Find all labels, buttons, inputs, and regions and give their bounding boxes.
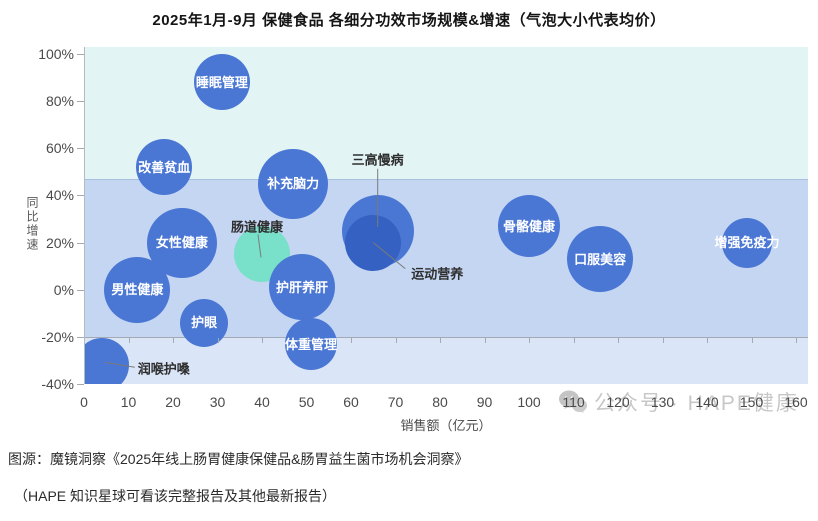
- bubble-label-bone-health: 骨骼健康: [502, 218, 555, 234]
- background-band-high-growth: [84, 47, 808, 179]
- x-axis-tick: [128, 338, 130, 343]
- x-tick-label: 20: [165, 394, 181, 410]
- x-axis-tick: [751, 338, 753, 343]
- bubble-throat-care: [84, 338, 129, 384]
- x-axis-tick: [306, 338, 308, 343]
- x-tick-label: 0: [80, 394, 88, 410]
- source-note: （HAPE 知识星球可看该完整报告及其他最新报告）: [14, 488, 337, 504]
- x-axis-title: 销售额（亿元）: [400, 418, 492, 433]
- x-axis-tick: [173, 338, 174, 343]
- y-tick-label: 20%: [45, 234, 74, 251]
- y-axis-tick: [77, 54, 84, 55]
- y-tick-label: -40%: [41, 376, 74, 393]
- y-tick-label: -20%: [41, 328, 74, 345]
- x-axis-tick: [662, 338, 664, 343]
- y-axis-tick: [77, 289, 84, 291]
- y-axis-tick: [77, 336, 84, 338]
- watermark: 公众号 · HAPE健康: [558, 386, 799, 418]
- x-tick-label: 60: [343, 394, 359, 410]
- x-tick-label: 120: [606, 394, 630, 410]
- y-tick-label: 80%: [45, 93, 74, 110]
- bubble-oral-beauty: 口服美容: [567, 226, 634, 293]
- y-tick-label: 100%: [38, 46, 74, 62]
- bubble-label-immunity-boost: 增强免疫力: [714, 235, 780, 251]
- reference-line-47pct: [84, 179, 808, 180]
- bubble-label-brain-boost: 补充脑力: [267, 176, 320, 192]
- bubble-eye-care: 护眼: [180, 298, 229, 347]
- x-tick-label: 150: [739, 394, 764, 410]
- x-axis-tick: [707, 338, 708, 343]
- bubble-label-sports-nutrition: 运动营养: [411, 266, 464, 282]
- bubble-label-weight-management: 体重管理: [284, 336, 337, 352]
- bubble-label-liver-care: 护肝养肝: [276, 279, 329, 295]
- x-axis-tick: [796, 338, 797, 343]
- x-tick-label: 100: [517, 394, 541, 410]
- source-citation: 图源：魔镜洞察《2025年线上肠胃健康保健品&肠胃益生菌市场机会洞察》: [8, 451, 469, 467]
- bubble-mens-health: 男性健康: [104, 256, 171, 323]
- y-axis-tick: [77, 384, 84, 386]
- x-axis-tick: [262, 338, 263, 343]
- x-tick-label: 10: [120, 394, 137, 410]
- y-axis-title: 同比增速: [25, 196, 39, 252]
- y-axis-tick: [77, 101, 84, 103]
- bubble-label-eye-care: 护眼: [191, 315, 218, 331]
- watermark-text: 公众号 · HAPE健康: [594, 392, 799, 415]
- x-axis-tick: [217, 338, 219, 343]
- x-axis-tick: [529, 338, 530, 343]
- x-axis-tick: [351, 338, 352, 343]
- bubble-bone-health: 骨骼健康: [498, 195, 560, 258]
- bubble-label-anemia-improvement: 改善贫血: [138, 159, 191, 175]
- y-axis-line: [84, 47, 85, 384]
- x-axis-line: [84, 337, 808, 338]
- x-axis-tick: [618, 338, 619, 343]
- y-tick-label: 40%: [45, 187, 74, 204]
- bubble-anemia-improvement: 改善贫血: [136, 139, 193, 196]
- x-tick-label: 110: [562, 394, 585, 410]
- bubble-immunity-boost: 增强免疫力: [715, 217, 780, 268]
- bubble-weight-management: 体重管理: [284, 318, 337, 371]
- bubble-label-sleep-management: 睡眠管理: [195, 74, 248, 90]
- bubble-sports-nutrition: [345, 214, 402, 271]
- x-tick-label: 130: [650, 394, 675, 410]
- x-axis-tick: [395, 338, 397, 343]
- x-tick-label: 50: [298, 394, 315, 410]
- plot-area: 睡眠管理改善贫血补充脑力女性健康男性健康 护肝养肝护眼体重管理 骨骼健康口服美容 增强…: [84, 47, 808, 384]
- bubble-brain-boost: 补充脑力: [258, 148, 329, 219]
- bubble-label-throat-care: 润喉护嗓: [137, 361, 190, 377]
- bubble-sleep-management: 睡眠管理: [193, 54, 250, 111]
- x-tick-label: 90: [476, 394, 493, 410]
- y-tick-label: 60%: [45, 140, 74, 157]
- x-tick-label: 40: [254, 394, 270, 410]
- x-tick-label: 160: [784, 394, 808, 410]
- bubble-label-oral-beauty: 口服美容: [574, 251, 627, 267]
- x-axis-tick: [440, 338, 441, 343]
- y-axis-tick: [77, 148, 84, 150]
- bubble-label-womens-health: 女性健康: [155, 235, 208, 251]
- x-tick-label: 140: [695, 394, 719, 410]
- bubble-label-gut-health: 肠道健康: [230, 219, 284, 235]
- y-axis-tick: [77, 195, 84, 197]
- x-tick-label: 70: [387, 394, 404, 410]
- x-axis-tick: [573, 338, 575, 343]
- y-axis-tick: [77, 242, 84, 244]
- x-axis-tick: [484, 338, 486, 343]
- x-tick-label: 30: [209, 394, 226, 410]
- bubble-label-chronic-disease: 三高慢病: [351, 152, 404, 168]
- bubble-liver-care: 护肝养肝: [269, 254, 336, 321]
- y-tick-label: 0%: [53, 281, 74, 298]
- bubble-label-mens-health: 男性健康: [111, 282, 164, 298]
- wechat-icon: [559, 390, 587, 413]
- x-tick-label: 80: [432, 394, 448, 410]
- chart-title: 2025年1月-9月 保健食品 各细分功效市场规模&增速（气泡大小代表均价）: [152, 12, 666, 29]
